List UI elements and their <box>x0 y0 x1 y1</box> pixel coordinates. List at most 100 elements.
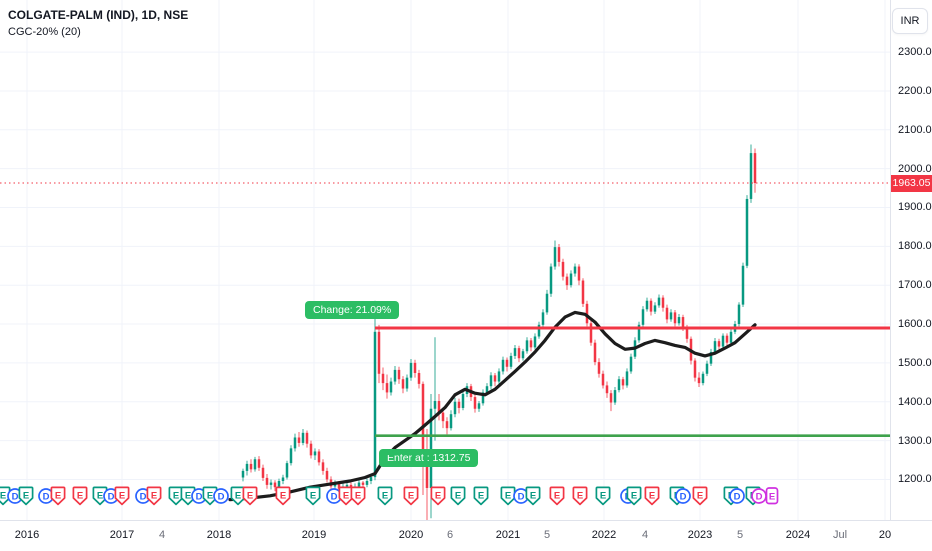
earnings-badge-icon[interactable]: E <box>72 486 88 507</box>
x-tick-label: 4 <box>158 529 166 541</box>
x-tick-label: 2021 <box>495 529 521 541</box>
earnings-badge-icon[interactable]: E <box>305 486 321 507</box>
earnings-badge-icon[interactable]: E <box>764 486 780 507</box>
svg-text:D: D <box>680 492 687 503</box>
earnings-badge-icon[interactable]: E <box>626 486 642 507</box>
price-chart[interactable] <box>0 0 890 520</box>
earnings-badge-icon[interactable]: E <box>0 486 11 507</box>
earnings-badge-icon[interactable]: E <box>572 486 588 507</box>
x-tick-label: Jul <box>832 529 848 541</box>
earnings-badge-icon[interactable]: E <box>549 486 565 507</box>
earnings-badge-icon[interactable]: E <box>114 486 130 507</box>
earnings-badge-icon[interactable]: E <box>18 486 34 507</box>
earnings-badge-icon[interactable]: E <box>692 486 708 507</box>
svg-text:E: E <box>185 491 191 502</box>
svg-text:D: D <box>218 492 225 503</box>
y-tick-label: 1900.00 <box>898 201 932 214</box>
dividend-badge-icon[interactable]: D <box>675 486 691 507</box>
earnings-badge-icon[interactable]: E <box>92 486 108 507</box>
svg-text:E: E <box>235 491 241 502</box>
svg-text:E: E <box>173 491 179 502</box>
svg-text:E: E <box>530 491 536 502</box>
x-tick-label: 2024 <box>785 529 811 541</box>
indicator-label[interactable]: CGC-20% (20) <box>8 26 81 38</box>
svg-text:E: E <box>435 491 441 502</box>
cgc-ma-line[interactable] <box>228 310 757 502</box>
svg-text:D: D <box>108 492 115 503</box>
y-tick-label: 1600.00 <box>898 318 932 331</box>
currency-button[interactable]: INR <box>892 8 928 34</box>
svg-text:E: E <box>55 491 61 502</box>
y-tick-label: 1500.00 <box>898 356 932 369</box>
x-tick-label: 4 <box>641 529 649 541</box>
earnings-badge-icon[interactable]: E <box>525 486 541 507</box>
svg-text:E: E <box>343 491 349 502</box>
earnings-badge-icon[interactable]: E <box>146 486 162 507</box>
earnings-badge-icon[interactable]: E <box>450 486 466 507</box>
earnings-badge-icon[interactable]: E <box>473 486 489 507</box>
earnings-badge-icon[interactable]: E <box>180 486 196 507</box>
svg-text:E: E <box>769 492 775 503</box>
x-tick-label: 2018 <box>206 529 232 541</box>
svg-text:E: E <box>478 491 484 502</box>
svg-text:E: E <box>697 491 703 502</box>
y-tick-label: 2000.00 <box>898 162 932 175</box>
x-tick-label: 20 <box>878 529 892 541</box>
dividend-badge-icon[interactable]: D <box>213 486 229 507</box>
y-tick-label: 1700.00 <box>898 279 932 292</box>
candles-series <box>241 144 757 520</box>
earnings-badge-icon[interactable]: E <box>644 486 660 507</box>
y-tick-label: 2200.00 <box>898 84 932 97</box>
svg-text:E: E <box>631 491 637 502</box>
x-tick-label: 2020 <box>398 529 424 541</box>
svg-text:E: E <box>97 491 103 502</box>
svg-text:E: E <box>382 491 388 502</box>
svg-text:D: D <box>734 492 741 503</box>
earnings-badge-icon[interactable]: E <box>202 486 218 507</box>
earnings-badge-icon[interactable]: E <box>242 486 258 507</box>
earnings-badge-icon[interactable]: E <box>500 486 516 507</box>
svg-text:D: D <box>140 492 147 503</box>
earnings-badge-icon[interactable]: E <box>350 486 366 507</box>
earnings-badge-icon[interactable]: E <box>275 486 291 507</box>
y-tick-label: 2300.00 <box>898 46 932 59</box>
svg-text:D: D <box>518 492 525 503</box>
earnings-badge-icon[interactable]: E <box>50 486 66 507</box>
earnings-badge-icon[interactable]: E <box>595 486 611 507</box>
svg-text:D: D <box>331 492 338 503</box>
earnings-badge-icon[interactable]: E <box>377 486 393 507</box>
svg-text:E: E <box>600 491 606 502</box>
price-axis[interactable]: 2300.00 2200.00 2100.00 2000.00 1900.00 1800.… <box>890 0 932 520</box>
x-tick-label: 2019 <box>301 529 327 541</box>
svg-text:E: E <box>554 491 560 502</box>
svg-text:E: E <box>0 491 6 502</box>
x-tick-label: 6 <box>446 529 454 541</box>
svg-text:E: E <box>207 491 213 502</box>
entry-tooltip[interactable]: Enter at : 1312.75 <box>379 449 479 467</box>
y-tick-label: 1800.00 <box>898 240 932 253</box>
svg-text:E: E <box>280 491 286 502</box>
svg-text:E: E <box>119 491 125 502</box>
x-tick-label: 5 <box>543 529 551 541</box>
dividend-badge-icon[interactable]: D <box>729 486 745 507</box>
x-tick-label: 2023 <box>687 529 713 541</box>
y-tick-label: 1400.00 <box>898 395 932 408</box>
svg-text:E: E <box>77 491 83 502</box>
y-tick-label: 1200.00 <box>898 473 932 486</box>
x-tick-label: 2017 <box>109 529 135 541</box>
time-axis[interactable]: 2016 2017 4 2018 2019 2020 6 2021 5 2022 4 2023 5 202… <box>0 520 932 551</box>
svg-text:E: E <box>649 491 655 502</box>
svg-text:D: D <box>12 492 19 503</box>
earnings-badge-icon[interactable]: E <box>403 486 419 507</box>
svg-text:E: E <box>23 491 29 502</box>
svg-text:E: E <box>151 491 157 502</box>
svg-text:E: E <box>577 491 583 502</box>
x-tick-label: 2022 <box>591 529 617 541</box>
earnings-badge-icon[interactable]: E <box>430 486 446 507</box>
change-tooltip[interactable]: Change: 21.09% <box>305 301 400 319</box>
x-tick-label: 5 <box>736 529 744 541</box>
svg-text:D: D <box>196 492 203 503</box>
price-chart-canvas <box>0 0 890 520</box>
symbol-title[interactable]: COLGATE-PALM (IND), 1D, NSE <box>8 8 189 22</box>
